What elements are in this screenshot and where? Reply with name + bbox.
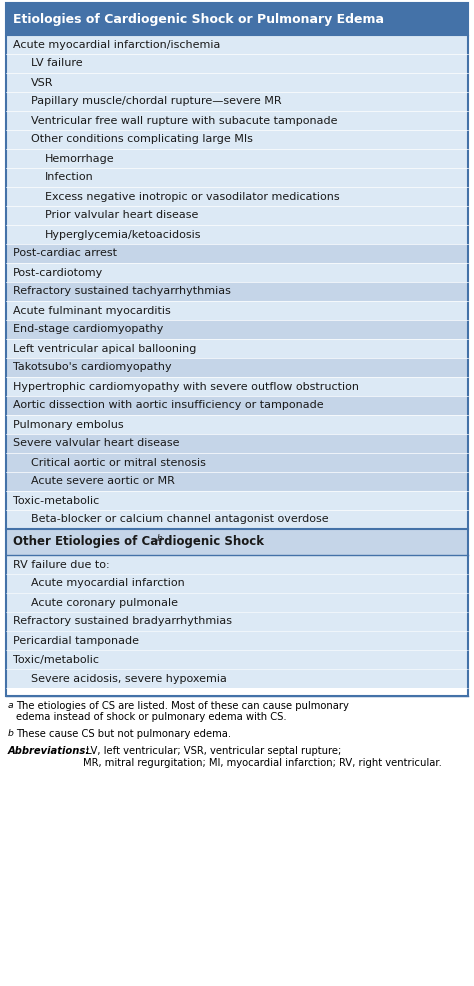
Text: Aortic dissection with aortic insufficiency or tamponade: Aortic dissection with aortic insufficie… <box>13 400 324 410</box>
Bar <box>6 529 468 555</box>
Text: Papillary muscle/chordal rupture—severe MR: Papillary muscle/chordal rupture—severe … <box>31 97 282 106</box>
Bar <box>6 491 468 510</box>
Text: Toxic-metabolic: Toxic-metabolic <box>13 496 99 506</box>
Text: Post-cardiotomy: Post-cardiotomy <box>13 267 103 277</box>
Text: VSR: VSR <box>31 78 54 88</box>
Text: LV failure: LV failure <box>31 58 82 68</box>
Bar <box>6 3 468 695</box>
Bar <box>6 434 468 453</box>
Text: Abbreviations:: Abbreviations: <box>8 746 91 756</box>
Bar <box>6 111 468 130</box>
Bar <box>6 574 468 593</box>
Text: Hemorrhage: Hemorrhage <box>45 154 115 164</box>
Bar <box>6 377 468 396</box>
Text: Takotsubo's cardiomyopathy: Takotsubo's cardiomyopathy <box>13 363 172 373</box>
Bar <box>6 282 468 301</box>
Text: The etiologies of CS are listed. Most of these can cause pulmonary
edema instead: The etiologies of CS are listed. Most of… <box>16 701 349 722</box>
Bar <box>6 612 468 631</box>
Bar <box>6 396 468 415</box>
Text: Acute myocardial infarction: Acute myocardial infarction <box>31 579 185 589</box>
Bar <box>6 168 468 187</box>
Text: Acute coronary pulmonale: Acute coronary pulmonale <box>31 598 178 607</box>
Bar <box>6 669 468 688</box>
Text: Beta-blocker or calcium channel antagonist overdose: Beta-blocker or calcium channel antagoni… <box>31 515 328 525</box>
Text: Other Etiologies of Cardiogenic Shock: Other Etiologies of Cardiogenic Shock <box>13 535 264 548</box>
Bar <box>6 358 468 377</box>
Text: Pericardial tamponade: Pericardial tamponade <box>13 636 139 646</box>
Text: Acute severe aortic or MR: Acute severe aortic or MR <box>31 476 175 486</box>
Bar <box>6 263 468 282</box>
Bar <box>6 453 468 472</box>
Bar <box>6 225 468 244</box>
Text: Post-cardiac arrest: Post-cardiac arrest <box>13 248 117 258</box>
Text: Infection: Infection <box>45 173 94 182</box>
Bar <box>6 650 468 669</box>
Bar <box>6 130 468 149</box>
Text: Refractory sustained bradyarrhythmias: Refractory sustained bradyarrhythmias <box>13 616 232 626</box>
Text: b: b <box>157 533 163 542</box>
Text: Left ventricular apical ballooning: Left ventricular apical ballooning <box>13 343 196 354</box>
Bar <box>6 3 468 35</box>
Text: Acute myocardial infarction/ischemia: Acute myocardial infarction/ischemia <box>13 39 220 49</box>
Bar <box>6 339 468 358</box>
Bar <box>6 149 468 168</box>
Text: Toxic/metabolic: Toxic/metabolic <box>13 655 99 665</box>
Bar <box>6 472 468 491</box>
Bar <box>6 320 468 339</box>
Bar <box>6 187 468 206</box>
Bar <box>6 206 468 225</box>
Text: Other conditions complicating large MIs: Other conditions complicating large MIs <box>31 134 253 145</box>
Text: LV, left ventricular; VSR, ventricular septal rupture;
MR, mitral regurgitation;: LV, left ventricular; VSR, ventricular s… <box>83 746 442 768</box>
Bar <box>6 510 468 529</box>
Text: Acute fulminant myocarditis: Acute fulminant myocarditis <box>13 306 171 316</box>
Bar <box>6 631 468 650</box>
Text: These cause CS but not pulmonary edema.: These cause CS but not pulmonary edema. <box>16 730 231 740</box>
Bar <box>6 54 468 73</box>
Text: End-stage cardiomyopathy: End-stage cardiomyopathy <box>13 324 164 334</box>
Text: Hypertrophic cardiomyopathy with severe outflow obstruction: Hypertrophic cardiomyopathy with severe … <box>13 382 359 391</box>
Bar <box>6 92 468 111</box>
Bar <box>6 555 468 574</box>
Text: b: b <box>8 730 14 739</box>
Text: Severe valvular heart disease: Severe valvular heart disease <box>13 439 180 449</box>
Text: Hyperglycemia/ketoacidosis: Hyperglycemia/ketoacidosis <box>45 230 201 240</box>
Text: Critical aortic or mitral stenosis: Critical aortic or mitral stenosis <box>31 458 206 467</box>
Text: Ventricular free wall rupture with subacute tamponade: Ventricular free wall rupture with subac… <box>31 115 337 125</box>
Bar <box>6 301 468 320</box>
Bar <box>6 593 468 612</box>
Text: RV failure due to:: RV failure due to: <box>13 559 109 570</box>
Bar <box>6 35 468 54</box>
Text: Prior valvular heart disease: Prior valvular heart disease <box>45 210 199 221</box>
Text: Excess negative inotropic or vasodilator medications: Excess negative inotropic or vasodilator… <box>45 191 340 201</box>
Text: a: a <box>8 701 14 710</box>
Bar <box>6 415 468 434</box>
Bar <box>6 244 468 263</box>
Text: Severe acidosis, severe hypoxemia: Severe acidosis, severe hypoxemia <box>31 673 227 683</box>
Bar <box>6 73 468 92</box>
Text: Etiologies of Cardiogenic Shock or Pulmonary Edema: Etiologies of Cardiogenic Shock or Pulmo… <box>13 13 384 26</box>
Text: Refractory sustained tachyarrhythmias: Refractory sustained tachyarrhythmias <box>13 287 231 297</box>
Text: Pulmonary embolus: Pulmonary embolus <box>13 419 124 430</box>
